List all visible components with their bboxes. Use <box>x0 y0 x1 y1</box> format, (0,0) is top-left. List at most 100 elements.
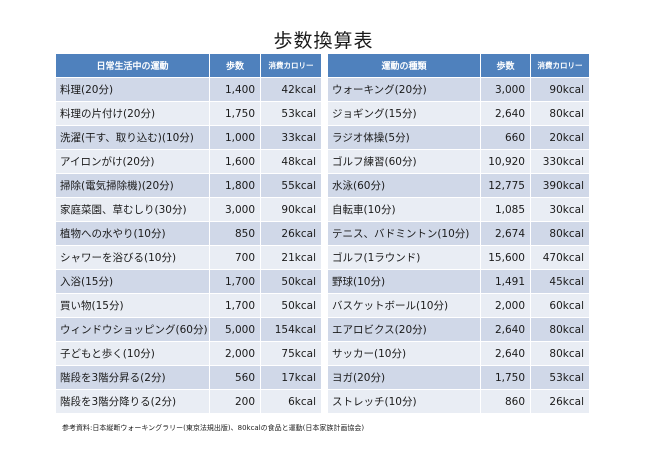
table-header-row: 日常生活中の運動 歩数 消費カロリー <box>56 54 322 77</box>
steps-cell: 2,640 <box>481 317 531 341</box>
steps-cell: 1,800 <box>210 173 261 197</box>
activity-cell: 子どもと歩く(10分) <box>56 341 210 365</box>
calories-cell: 33kcal <box>261 125 322 149</box>
calories-cell: 50kcal <box>261 269 322 293</box>
calories-cell: 90kcal <box>261 197 322 221</box>
calories-cell: 42kcal <box>261 77 322 101</box>
activity-cell: バスケットボール(10分) <box>328 293 481 317</box>
steps-cell: 10,920 <box>481 149 531 173</box>
steps-cell: 860 <box>481 389 531 413</box>
header-steps: 歩数 <box>481 54 531 77</box>
activity-cell: 自転車(10分) <box>328 197 481 221</box>
activity-cell: 階段を3階分降りる(2分) <box>56 389 210 413</box>
steps-cell: 200 <box>210 389 261 413</box>
steps-cell: 1,085 <box>481 197 531 221</box>
table-row: ストレッチ(10分) 860 26kcal <box>328 389 590 413</box>
steps-cell: 3,000 <box>481 77 531 101</box>
table-row: 料理の片付け(20分) 1,750 53kcal <box>56 101 322 125</box>
calories-cell: 80kcal <box>531 317 590 341</box>
calories-cell: 470kcal <box>531 245 590 269</box>
table-row: シャワーを浴びる(10分) 700 21kcal <box>56 245 322 269</box>
steps-cell: 5,000 <box>210 317 261 341</box>
activity-cell: サッカー(10分) <box>328 341 481 365</box>
activity-cell: 階段を3階分昇る(2分) <box>56 365 210 389</box>
calories-cell: 20kcal <box>531 125 590 149</box>
table-row: テニス、バドミントン(10分) 2,674 80kcal <box>328 221 590 245</box>
table-row: ウォーキング(20分) 3,000 90kcal <box>328 77 590 101</box>
steps-cell: 1,700 <box>210 269 261 293</box>
activity-cell: 家庭菜園、草むしり(30分) <box>56 197 210 221</box>
activity-cell: 掃除(電気掃除機)(20分) <box>56 173 210 197</box>
daily-activity-rows: 料理(20分) 1,400 42kcal 料理の片付け(20分) 1,750 53kcal… <box>56 77 322 413</box>
activity-cell: ウィンドウショッピング(60分) <box>56 317 210 341</box>
activity-cell: ストレッチ(10分) <box>328 389 481 413</box>
table-row: 自転車(10分) 1,085 30kcal <box>328 197 590 221</box>
steps-cell: 850 <box>210 221 261 245</box>
table-row: バスケットボール(10分) 2,000 60kcal <box>328 293 590 317</box>
steps-cell: 2,000 <box>481 293 531 317</box>
exercise-table: 運動の種類 歩数 消費カロリー ウォーキング(20分) 3,000 90kcal ジョ… <box>328 54 590 413</box>
steps-cell: 3,000 <box>210 197 261 221</box>
activity-cell: 料理(20分) <box>56 77 210 101</box>
steps-cell: 560 <box>210 365 261 389</box>
calories-cell: 17kcal <box>261 365 322 389</box>
activity-cell: 水泳(60分) <box>328 173 481 197</box>
steps-cell: 1,400 <box>210 77 261 101</box>
steps-cell: 700 <box>210 245 261 269</box>
calories-cell: 390kcal <box>531 173 590 197</box>
activity-cell: ラジオ体操(5分) <box>328 125 481 149</box>
steps-cell: 15,600 <box>481 245 531 269</box>
activity-cell: 植物への水やり(10分) <box>56 221 210 245</box>
calories-cell: 26kcal <box>531 389 590 413</box>
table-header-row: 運動の種類 歩数 消費カロリー <box>328 54 590 77</box>
table-row: アイロンがけ(20分) 1,600 48kcal <box>56 149 322 173</box>
table-row: ラジオ体操(5分) 660 20kcal <box>328 125 590 149</box>
calories-cell: 21kcal <box>261 245 322 269</box>
steps-cell: 1,750 <box>481 365 531 389</box>
source-note: 参考資料:日本縦断ウォーキングラリー(東京法規出版)、80kcalの食品と運動(… <box>62 424 365 432</box>
header-steps: 歩数 <box>210 54 261 77</box>
steps-cell: 1,600 <box>210 149 261 173</box>
steps-cell: 1,000 <box>210 125 261 149</box>
header-calories: 消費カロリー <box>531 54 590 77</box>
table-row: 子どもと歩く(10分) 2,000 75kcal <box>56 341 322 365</box>
calories-cell: 80kcal <box>531 341 590 365</box>
header-calories: 消費カロリー <box>261 54 322 77</box>
activity-cell: ゴルフ練習(60分) <box>328 149 481 173</box>
steps-cell: 2,640 <box>481 101 531 125</box>
activity-cell: エアロビクス(20分) <box>328 317 481 341</box>
calories-cell: 30kcal <box>531 197 590 221</box>
activity-cell: ウォーキング(20分) <box>328 77 481 101</box>
header-activity: 日常生活中の運動 <box>56 54 210 77</box>
steps-cell: 1,491 <box>481 269 531 293</box>
calories-cell: 26kcal <box>261 221 322 245</box>
table-row: 掃除(電気掃除機)(20分) 1,800 55kcal <box>56 173 322 197</box>
activity-cell: 料理の片付け(20分) <box>56 101 210 125</box>
table-row: 植物への水やり(10分) 850 26kcal <box>56 221 322 245</box>
table-row: ジョギング(15分) 2,640 80kcal <box>328 101 590 125</box>
table-row: ゴルフ練習(60分) 10,920 330kcal <box>328 149 590 173</box>
calories-cell: 6kcal <box>261 389 322 413</box>
calories-cell: 55kcal <box>261 173 322 197</box>
activity-cell: ジョギング(15分) <box>328 101 481 125</box>
activity-cell: 洗濯(干す、取り込む)(10分) <box>56 125 210 149</box>
activity-cell: ゴルフ(1ラウンド) <box>328 245 481 269</box>
calories-cell: 53kcal <box>261 101 322 125</box>
steps-cell: 2,000 <box>210 341 261 365</box>
steps-cell: 1,700 <box>210 293 261 317</box>
page-title: 歩数換算表 <box>273 30 374 52</box>
steps-cell: 660 <box>481 125 531 149</box>
calories-cell: 90kcal <box>531 77 590 101</box>
activity-cell: 入浴(15分) <box>56 269 210 293</box>
calories-cell: 330kcal <box>531 149 590 173</box>
table-row: エアロビクス(20分) 2,640 80kcal <box>328 317 590 341</box>
calories-cell: 60kcal <box>531 293 590 317</box>
calories-cell: 45kcal <box>531 269 590 293</box>
table-row: 階段を3階分昇る(2分) 560 17kcal <box>56 365 322 389</box>
table-row: 入浴(15分) 1,700 50kcal <box>56 269 322 293</box>
activity-cell: ヨガ(20分) <box>328 365 481 389</box>
activity-cell: テニス、バドミントン(10分) <box>328 221 481 245</box>
table-row: 階段を3階分降りる(2分) 200 6kcal <box>56 389 322 413</box>
table-row: ウィンドウショッピング(60分) 5,000 154kcal <box>56 317 322 341</box>
steps-cell: 1,750 <box>210 101 261 125</box>
